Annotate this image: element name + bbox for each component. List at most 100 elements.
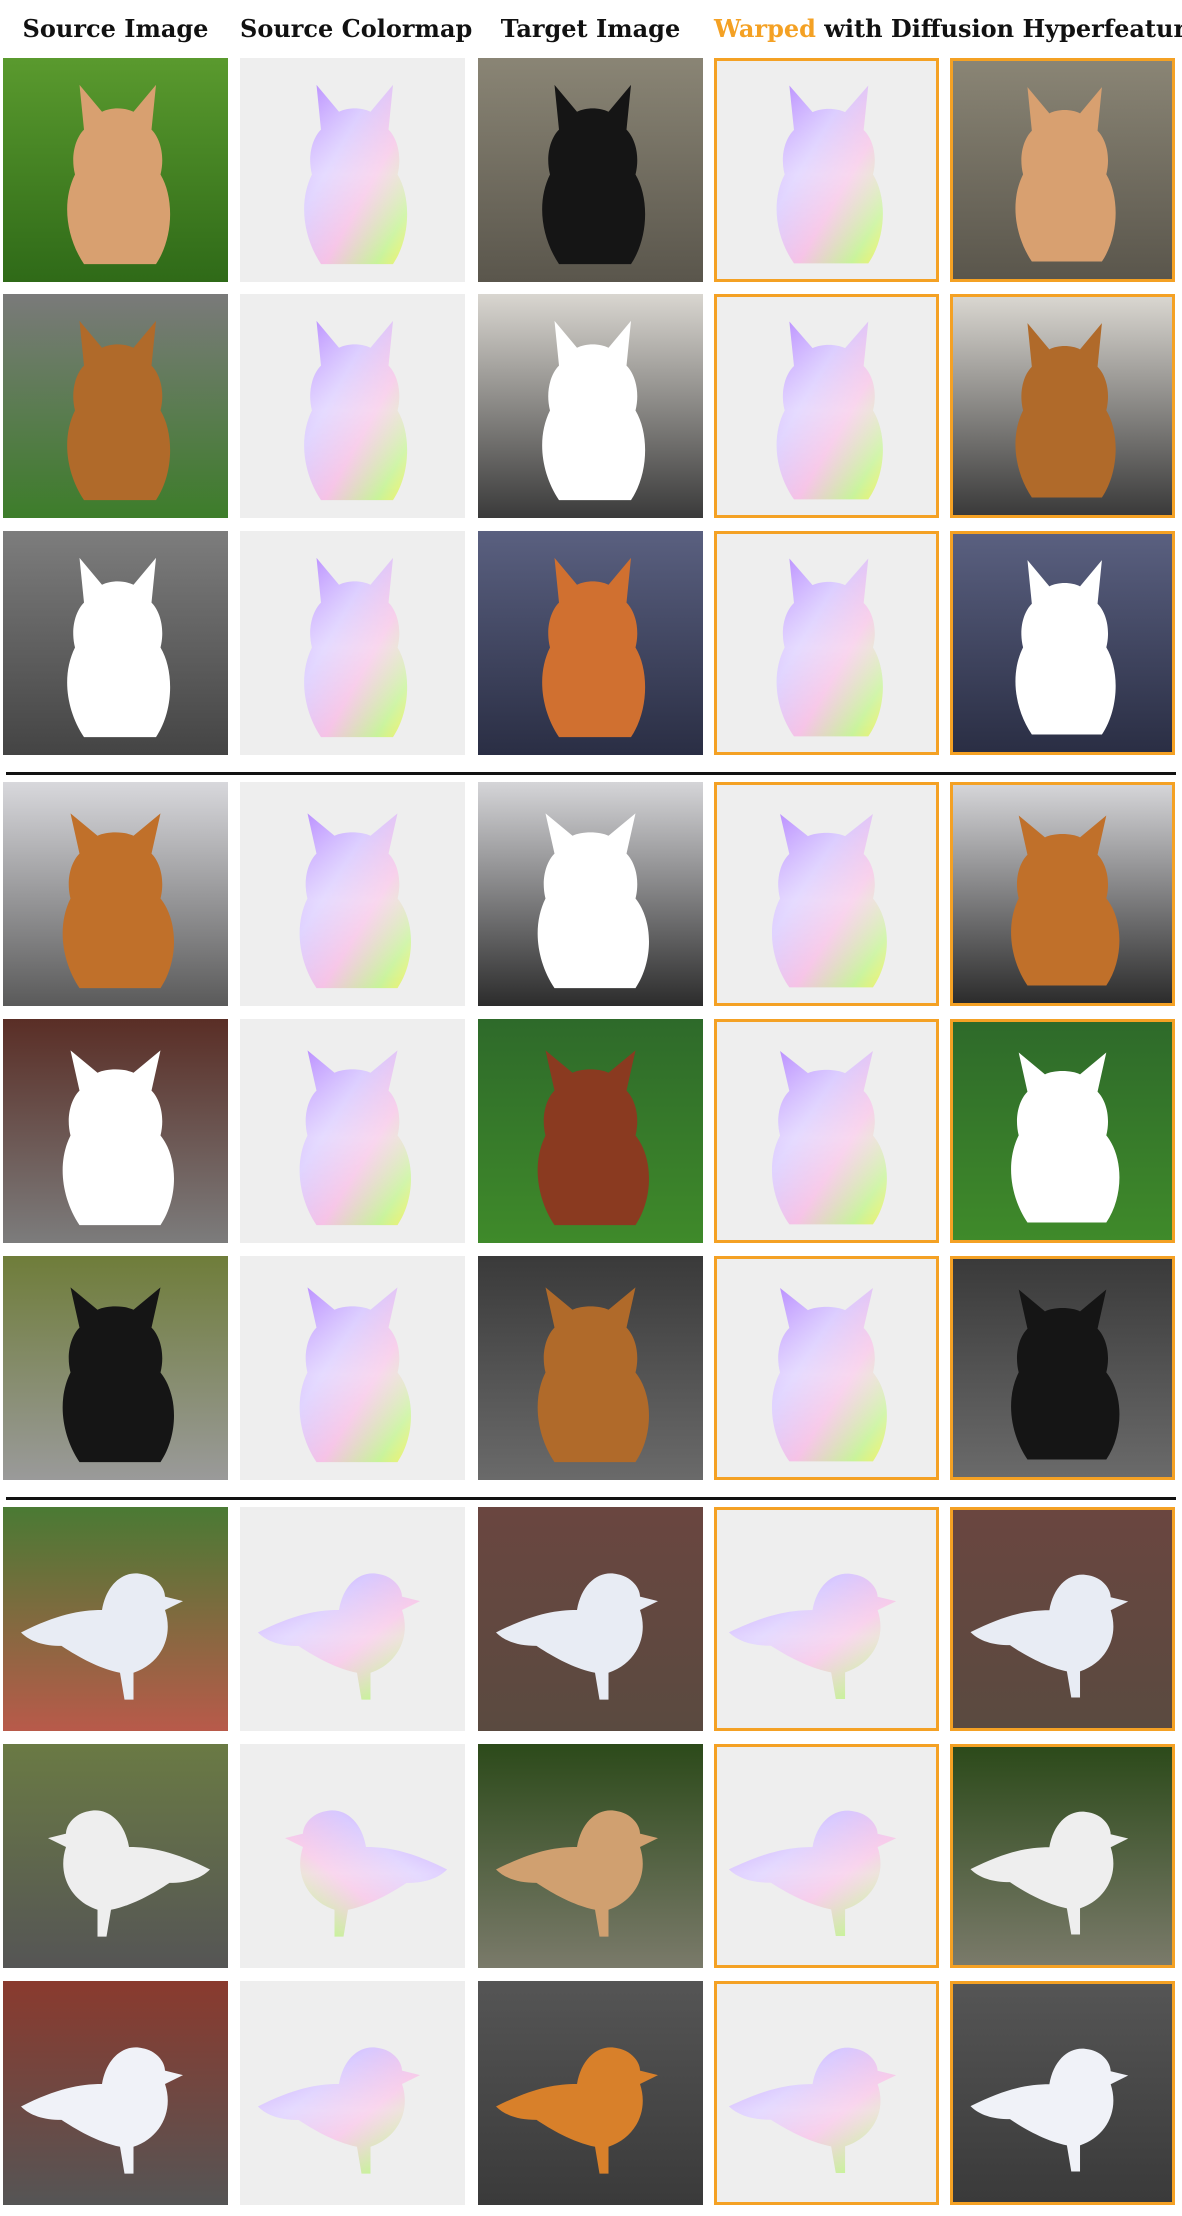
warped-colormap-svg	[717, 1510, 936, 1728]
animal-silhouette	[1015, 87, 1116, 262]
warped-photo	[953, 61, 1172, 279]
warped-photo	[953, 1259, 1172, 1477]
source-photo	[3, 531, 228, 755]
warped-colormap-svg	[717, 1747, 936, 1965]
animal-silhouette	[537, 1287, 649, 1463]
source-colormap-svg	[240, 1507, 465, 1731]
target-photo	[478, 58, 703, 282]
source-colormap-svg	[240, 58, 465, 282]
source-colormap-9	[240, 1981, 465, 2205]
target-photo	[478, 1019, 703, 1243]
warped-image-1	[950, 58, 1175, 282]
animal-silhouette	[496, 1810, 658, 1937]
warped-image-8	[950, 1744, 1175, 1968]
target-image-4	[478, 782, 703, 1006]
warped-colormap-4	[714, 782, 939, 1006]
source-photo	[3, 58, 228, 282]
target-image-2	[478, 294, 703, 518]
warped-colormap-1	[714, 58, 939, 282]
warped-photo	[953, 297, 1172, 515]
source-colormap-4	[240, 782, 465, 1006]
source-image-2	[3, 294, 228, 518]
animal-silhouette	[67, 557, 171, 738]
source-colormap-8	[240, 1744, 465, 1968]
warped-colormap-3	[714, 531, 939, 755]
animal-silhouette	[1015, 560, 1116, 735]
source-photo	[3, 1019, 228, 1243]
target-photo	[478, 1256, 703, 1480]
target-image-9	[478, 1981, 703, 2205]
source-photo	[3, 294, 228, 518]
warped-colormap-5	[714, 1019, 939, 1243]
animal-silhouette	[496, 1573, 658, 1700]
animal-silhouette	[970, 1574, 1129, 1698]
warped-colormap-6	[714, 1256, 939, 1480]
warped-image-7	[950, 1507, 1175, 1731]
warped-photo	[953, 1510, 1172, 1728]
target-photo	[478, 1507, 703, 1731]
warped-image-4	[950, 782, 1175, 1006]
source-colormap-svg	[240, 294, 465, 518]
animal-silhouette	[496, 2047, 658, 2174]
animal-silhouette	[542, 84, 646, 265]
target-photo	[478, 1744, 703, 1968]
source-image-6	[3, 1256, 228, 1480]
warped-image-3	[950, 531, 1175, 755]
animal-silhouette	[1011, 1052, 1120, 1223]
animal-silhouette	[67, 84, 171, 265]
warped-image-2	[950, 294, 1175, 518]
divider-cats-dogs	[6, 772, 1176, 775]
target-photo	[478, 782, 703, 1006]
animal-silhouette	[1015, 323, 1116, 498]
warped-photo	[953, 1747, 1172, 1965]
animal-silhouette	[542, 320, 646, 501]
source-colormap-svg	[240, 782, 465, 1006]
divider-dogs-birds	[6, 1497, 1176, 1500]
source-photo	[3, 782, 228, 1006]
warped-image-5	[950, 1019, 1175, 1243]
source-colormap-1	[240, 58, 465, 282]
target-photo	[478, 1981, 703, 2205]
animal-silhouette	[48, 1810, 210, 1937]
warped-image-6	[950, 1256, 1175, 1480]
source-image-5	[3, 1019, 228, 1243]
source-colormap-5	[240, 1019, 465, 1243]
target-photo	[478, 531, 703, 755]
warped-colormap-svg	[717, 1984, 936, 2202]
target-image-7	[478, 1507, 703, 1731]
column-header-row: Source Image Source Colormap Target Imag…	[0, 0, 1182, 56]
target-image-6	[478, 1256, 703, 1480]
warped-colormap-2	[714, 294, 939, 518]
warped-photo	[953, 785, 1172, 1003]
target-image-1	[478, 58, 703, 282]
animal-silhouette	[21, 1573, 183, 1700]
animal-silhouette	[537, 813, 649, 989]
warped-image-9	[950, 1981, 1175, 2205]
target-image-3	[478, 531, 703, 755]
animal-silhouette	[67, 320, 171, 501]
warped-photo	[953, 1022, 1172, 1240]
source-photo	[3, 1981, 228, 2205]
animal-silhouette	[21, 2047, 183, 2174]
source-photo	[3, 1744, 228, 1968]
animal-silhouette	[970, 1811, 1129, 1935]
source-colormap-3	[240, 531, 465, 755]
target-image-8	[478, 1744, 703, 1968]
source-colormap-7	[240, 1507, 465, 1731]
animal-silhouette	[62, 1050, 175, 1226]
warped-colormap-8	[714, 1744, 939, 1968]
source-colormap-svg	[240, 531, 465, 755]
warped-colormap-svg	[717, 534, 936, 752]
source-photo	[3, 1507, 228, 1731]
header-warped: Warped with Diffusion Hyperfeatures	[714, 14, 1182, 44]
animal-silhouette	[537, 1050, 649, 1226]
source-image-4	[3, 782, 228, 1006]
source-image-8	[3, 1744, 228, 1968]
source-colormap-6	[240, 1256, 465, 1480]
source-colormap-svg	[240, 1256, 465, 1480]
header-warped-word: Warped	[714, 14, 816, 43]
source-colormap-2	[240, 294, 465, 518]
warped-photo	[953, 534, 1172, 752]
header-source-colormap: Source Colormap	[240, 14, 473, 43]
source-image-1	[3, 58, 228, 282]
